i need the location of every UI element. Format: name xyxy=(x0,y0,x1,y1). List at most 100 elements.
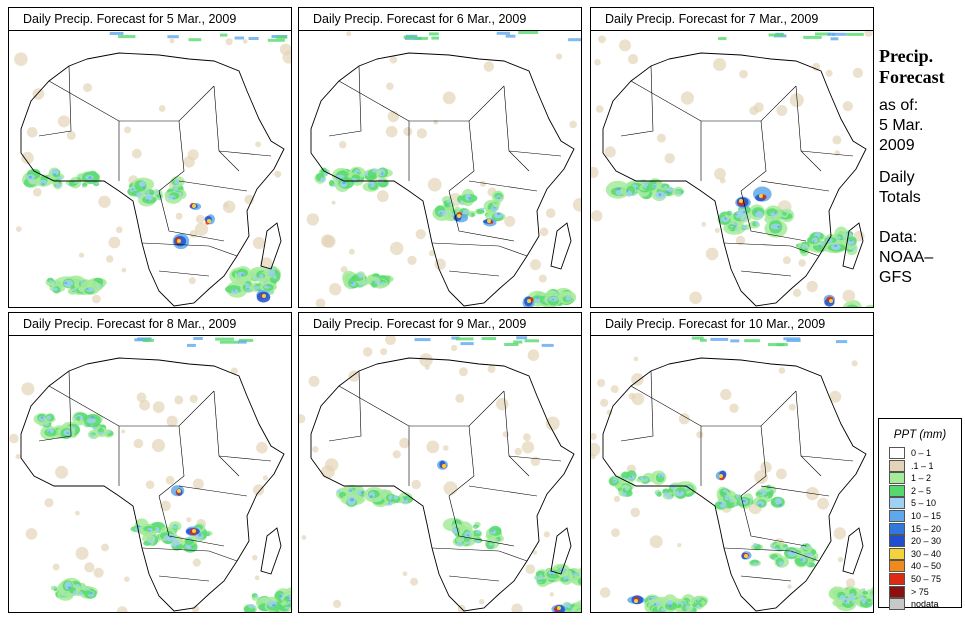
precip-cell xyxy=(518,31,539,34)
precip-cell xyxy=(267,38,285,42)
precip-cell xyxy=(783,337,801,341)
precip-cell xyxy=(680,91,694,105)
precip-cell xyxy=(803,35,822,39)
precip-cell xyxy=(479,180,486,187)
precip-cell xyxy=(350,498,354,502)
precip-cell xyxy=(346,31,352,37)
precip-cell xyxy=(348,370,360,382)
precip-cell xyxy=(684,606,690,610)
precip-cell xyxy=(198,533,202,537)
precip-cell xyxy=(385,336,396,345)
precip-cell xyxy=(192,478,204,490)
precip-cell xyxy=(461,536,465,540)
legend-swatch xyxy=(889,484,905,497)
precip-cell xyxy=(786,339,801,342)
country-border xyxy=(328,370,362,442)
precip-cell xyxy=(269,291,273,294)
precip-cell xyxy=(79,417,84,421)
country-border xyxy=(158,120,185,192)
precip-cell xyxy=(387,110,399,123)
precip-cell xyxy=(40,416,44,419)
country-border xyxy=(448,425,475,497)
precip-cell xyxy=(192,529,196,533)
precip-cell xyxy=(830,37,839,41)
precip-cell xyxy=(656,133,666,143)
precip-cell xyxy=(369,184,372,186)
legend-entry: 40 – 50 xyxy=(879,560,961,573)
forecast-panel-6-mar: Daily Precip. Forecast for 6 Mar., 2009 xyxy=(298,7,582,308)
madagascar-outline xyxy=(260,527,282,575)
precip-cell xyxy=(600,398,609,407)
precip-cell xyxy=(169,38,175,44)
precip-cell xyxy=(812,62,821,71)
precip-cell xyxy=(735,227,739,230)
precip-cell xyxy=(21,382,35,396)
precip-cell xyxy=(697,598,700,601)
panel-title: Daily Precip. Forecast for 8 Mar., 2009 xyxy=(9,313,291,336)
precip-cell xyxy=(666,600,674,605)
precip-cell xyxy=(233,289,236,292)
precip-cell xyxy=(777,225,781,228)
legend-swatch xyxy=(889,560,905,573)
precip-cell xyxy=(254,575,260,581)
precip-cell xyxy=(545,416,560,431)
precip-cell xyxy=(461,210,464,213)
country-border xyxy=(38,370,72,442)
precip-cell xyxy=(778,561,784,566)
precip-cell xyxy=(424,364,430,370)
precip-cell xyxy=(144,194,154,201)
precip-cell xyxy=(246,288,250,290)
precip-cell xyxy=(591,442,601,457)
precip-cell xyxy=(138,181,146,187)
precip-cell xyxy=(832,135,842,145)
precip-cell xyxy=(487,365,496,374)
precip-cell xyxy=(460,342,474,346)
precip-cell xyxy=(48,431,51,434)
precip-cell xyxy=(775,497,783,505)
precip-cell xyxy=(768,33,785,37)
precip-cell xyxy=(842,289,856,303)
precip-cell xyxy=(539,227,549,237)
precip-cell xyxy=(190,545,194,548)
as-of-label: as of: xyxy=(879,97,919,114)
precip-cell xyxy=(46,415,52,420)
legend-entry: 0 – 1 xyxy=(879,447,961,460)
precip-cell xyxy=(52,287,58,292)
country-border xyxy=(141,242,238,257)
precip-cell xyxy=(163,535,171,541)
precip-cell xyxy=(610,385,619,394)
legend-swatch xyxy=(889,509,905,522)
precip-cell xyxy=(320,177,326,182)
precip-cell xyxy=(653,185,656,187)
precip-cell xyxy=(193,337,203,340)
precip-cell xyxy=(756,500,764,506)
precip-cell xyxy=(663,185,668,190)
precip-cell xyxy=(846,232,852,238)
country-border xyxy=(740,190,807,242)
country-border xyxy=(448,120,475,192)
precip-cell xyxy=(403,127,413,136)
precip-cell xyxy=(631,392,645,406)
precip-cell xyxy=(276,35,288,39)
precip-cell xyxy=(268,268,275,277)
precip-cell xyxy=(374,280,380,285)
precip-cell xyxy=(649,535,663,549)
precip-cell xyxy=(787,584,792,589)
precip-cell xyxy=(705,247,719,261)
precip-cell xyxy=(101,543,109,552)
country-border xyxy=(158,575,210,582)
precip-cell xyxy=(675,190,681,195)
precip-cell xyxy=(718,502,722,505)
precip-cell xyxy=(595,105,604,113)
country-border xyxy=(218,455,272,462)
side-title-line: Forecast xyxy=(879,67,945,87)
precip-cell xyxy=(253,285,260,290)
precip-cell xyxy=(653,603,657,606)
precip-cell xyxy=(188,38,202,42)
precip-cell xyxy=(437,210,448,216)
precip-cell xyxy=(598,35,606,44)
precip-cell xyxy=(521,441,535,454)
precip-cell xyxy=(121,429,126,434)
precip-cell xyxy=(591,210,603,222)
